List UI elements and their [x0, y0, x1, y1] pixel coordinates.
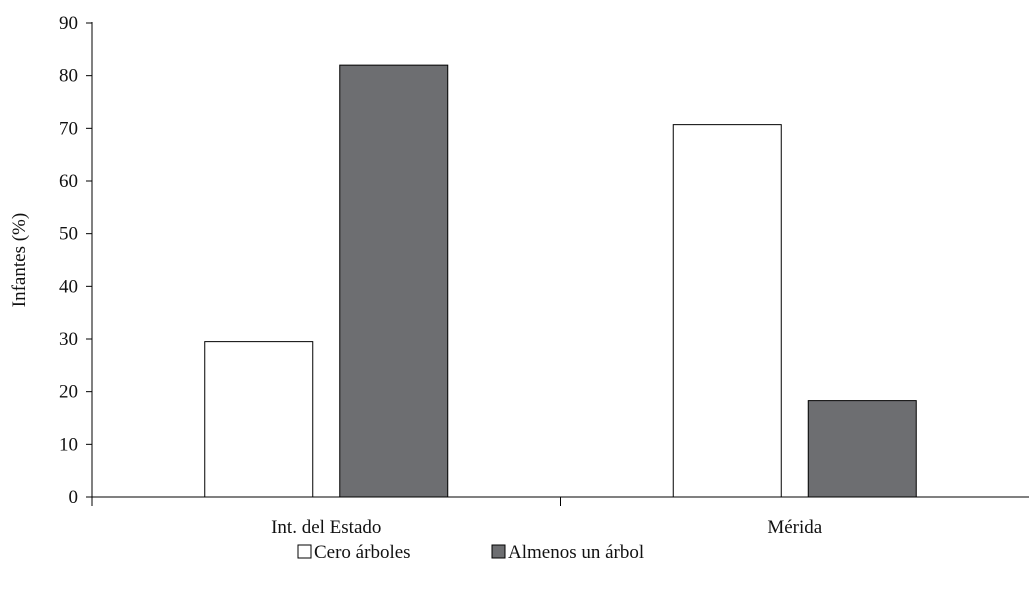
- y-tick-label: 90: [59, 13, 78, 34]
- bar: [807, 400, 917, 498]
- x-tick-label: Int. del Estado: [271, 517, 381, 538]
- legend-swatch: [297, 544, 312, 559]
- y-tick-label: 80: [59, 66, 78, 87]
- legend-label: Cero árboles: [314, 542, 411, 563]
- y-tick-label: 50: [59, 224, 78, 245]
- legend: Cero árboles Almenos un árbol: [297, 542, 644, 563]
- y-tick-label: 20: [59, 382, 78, 403]
- x-tick-label: Mérida: [767, 517, 822, 538]
- y-axis-label: Infantes (%): [9, 213, 30, 307]
- y-tick-label: 0: [69, 487, 79, 508]
- bars-layer: [204, 64, 917, 498]
- bar: [672, 124, 782, 498]
- bar: [339, 64, 449, 498]
- y-tick-label: 40: [59, 276, 78, 297]
- legend-swatch: [491, 544, 506, 559]
- x-ticks: Int. del Estado Mérida: [271, 497, 823, 538]
- y-tick-label: 30: [59, 329, 78, 350]
- y-ticks: 0 10 20 30 40 50 60 70 80 90: [59, 13, 92, 508]
- y-tick-label: 60: [59, 171, 78, 192]
- legend-label: Almenos un árbol: [508, 542, 644, 563]
- y-tick-label: 70: [59, 118, 78, 139]
- y-tick-label: 10: [59, 434, 78, 455]
- bar: [204, 341, 314, 498]
